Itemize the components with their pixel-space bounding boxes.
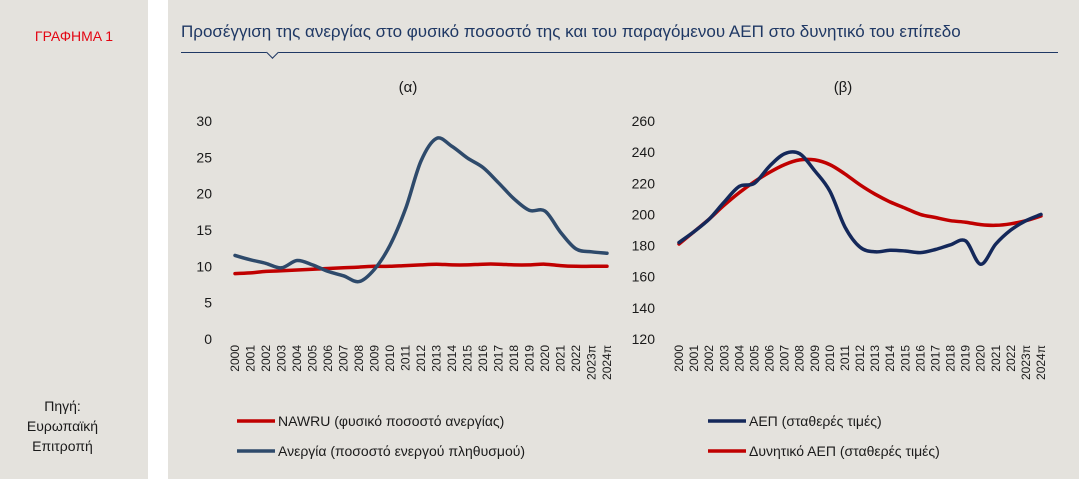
series-line bbox=[233, 262, 609, 276]
x-tick-label: 2012 bbox=[853, 345, 867, 372]
series-line bbox=[233, 136, 609, 284]
x-tick-label: 2006 bbox=[321, 345, 335, 372]
x-tick-label: 2019 bbox=[523, 345, 537, 372]
y-tick-label: 0 bbox=[204, 331, 212, 347]
x-tick-label: 2015 bbox=[898, 345, 912, 372]
x-tick-label: 2022 bbox=[569, 345, 583, 372]
y-tick-label: 180 bbox=[632, 238, 656, 254]
x-tick-label: 2011 bbox=[399, 345, 413, 371]
y-tick-label: 15 bbox=[196, 222, 212, 238]
y-tick-label: 10 bbox=[196, 258, 212, 274]
x-tick-label: 2005 bbox=[306, 345, 320, 372]
x-tick-label: 2009 bbox=[368, 345, 382, 372]
x-tick-label: 2010 bbox=[383, 345, 397, 372]
x-tick-label: 2023π bbox=[1019, 345, 1033, 380]
y-tick-label: 260 bbox=[632, 113, 656, 129]
y-tick-label: 5 bbox=[204, 295, 212, 311]
x-tick-label: 2007 bbox=[778, 345, 792, 372]
x-tick-label: 2014 bbox=[883, 345, 897, 372]
x-tick-label: 2013 bbox=[868, 345, 882, 372]
x-tick-label: 2003 bbox=[275, 345, 289, 372]
x-tick-label: 2004 bbox=[290, 345, 304, 372]
y-tick-label: 140 bbox=[632, 300, 656, 316]
chart-title: (α) bbox=[399, 79, 418, 96]
x-tick-label: 2015 bbox=[461, 345, 475, 372]
x-tick-label: 2010 bbox=[823, 345, 837, 372]
y-tick-label: 200 bbox=[632, 206, 656, 222]
x-tick-label: 2002 bbox=[259, 345, 273, 372]
side-panel bbox=[0, 0, 148, 479]
x-tick-label: 2023π bbox=[585, 345, 599, 380]
panel-gutter bbox=[148, 0, 168, 479]
main-title: Προσέγγιση της ανεργίας στο φυσικό ποσοσ… bbox=[181, 22, 961, 41]
source-note: Πηγή: Ευρωπαϊκή Επιτροπή bbox=[0, 396, 125, 456]
y-tick-label: 160 bbox=[632, 269, 656, 285]
x-tick-label: 2012 bbox=[414, 345, 428, 372]
title-rule bbox=[181, 52, 1058, 53]
x-tick-label: 2001 bbox=[244, 345, 258, 372]
x-tick-label: 2008 bbox=[793, 345, 807, 372]
x-tick-label: 2006 bbox=[763, 345, 777, 372]
source-line: Ευρωπαϊκή bbox=[26, 418, 99, 434]
x-tick-label: 2009 bbox=[808, 345, 822, 372]
x-tick-label: 2018 bbox=[507, 345, 521, 372]
x-tick-label: 2022 bbox=[1004, 345, 1018, 372]
x-tick-label: 2001 bbox=[687, 345, 701, 372]
source-line: Επιτροπή bbox=[32, 438, 93, 454]
y-tick-label: 240 bbox=[632, 144, 656, 160]
legend-label: NAWRU (φυσικό ποσοστό ανεργίας) bbox=[278, 413, 504, 429]
chart-title: (β) bbox=[834, 79, 853, 96]
x-tick-label: 2020 bbox=[538, 345, 552, 372]
y-tick-label: 220 bbox=[632, 175, 656, 191]
source-line: Πηγή: bbox=[44, 398, 81, 414]
y-tick-label: 30 bbox=[196, 113, 212, 129]
x-tick-label: 2008 bbox=[352, 345, 366, 372]
x-tick-label: 2019 bbox=[959, 345, 973, 372]
x-tick-label: 2017 bbox=[492, 345, 506, 372]
x-tick-label: 2017 bbox=[928, 345, 942, 372]
figure-label: ΓΡΑΦΗΜΑ 1 bbox=[34, 28, 114, 44]
x-tick-label: 2016 bbox=[913, 345, 927, 372]
x-tick-label: 2000 bbox=[228, 345, 242, 372]
x-tick-label: 2013 bbox=[430, 345, 444, 372]
x-tick-label: 2020 bbox=[974, 345, 988, 372]
x-tick-label: 2000 bbox=[672, 345, 686, 372]
x-tick-label: 2021 bbox=[554, 345, 568, 372]
x-tick-label: 2002 bbox=[702, 345, 716, 372]
x-tick-label: 2024π bbox=[1034, 345, 1048, 380]
legend-label: Ανεργία (ποσοστό ενεργού πληθυσμού) bbox=[278, 443, 525, 459]
series-line bbox=[677, 157, 1043, 246]
x-tick-label: 2003 bbox=[717, 345, 731, 372]
y-tick-label: 20 bbox=[196, 186, 212, 202]
y-tick-label: 120 bbox=[632, 331, 656, 347]
x-tick-label: 2011 bbox=[838, 345, 852, 371]
x-tick-label: 2004 bbox=[732, 345, 746, 372]
x-tick-label: 2024π bbox=[600, 345, 614, 380]
legend-label: Δυνητικό ΑΕΠ (σταθερές τιμές) bbox=[749, 443, 940, 459]
x-tick-label: 2005 bbox=[747, 345, 761, 372]
x-tick-label: 2007 bbox=[337, 345, 351, 372]
legend-label: ΑΕΠ (σταθερές τιμές) bbox=[749, 413, 882, 429]
x-tick-label: 2014 bbox=[445, 345, 459, 372]
series-line bbox=[677, 150, 1043, 267]
x-tick-label: 2018 bbox=[944, 345, 958, 372]
y-tick-label: 25 bbox=[196, 149, 212, 165]
x-tick-label: 2021 bbox=[989, 345, 1003, 372]
x-tick-label: 2016 bbox=[476, 345, 490, 372]
